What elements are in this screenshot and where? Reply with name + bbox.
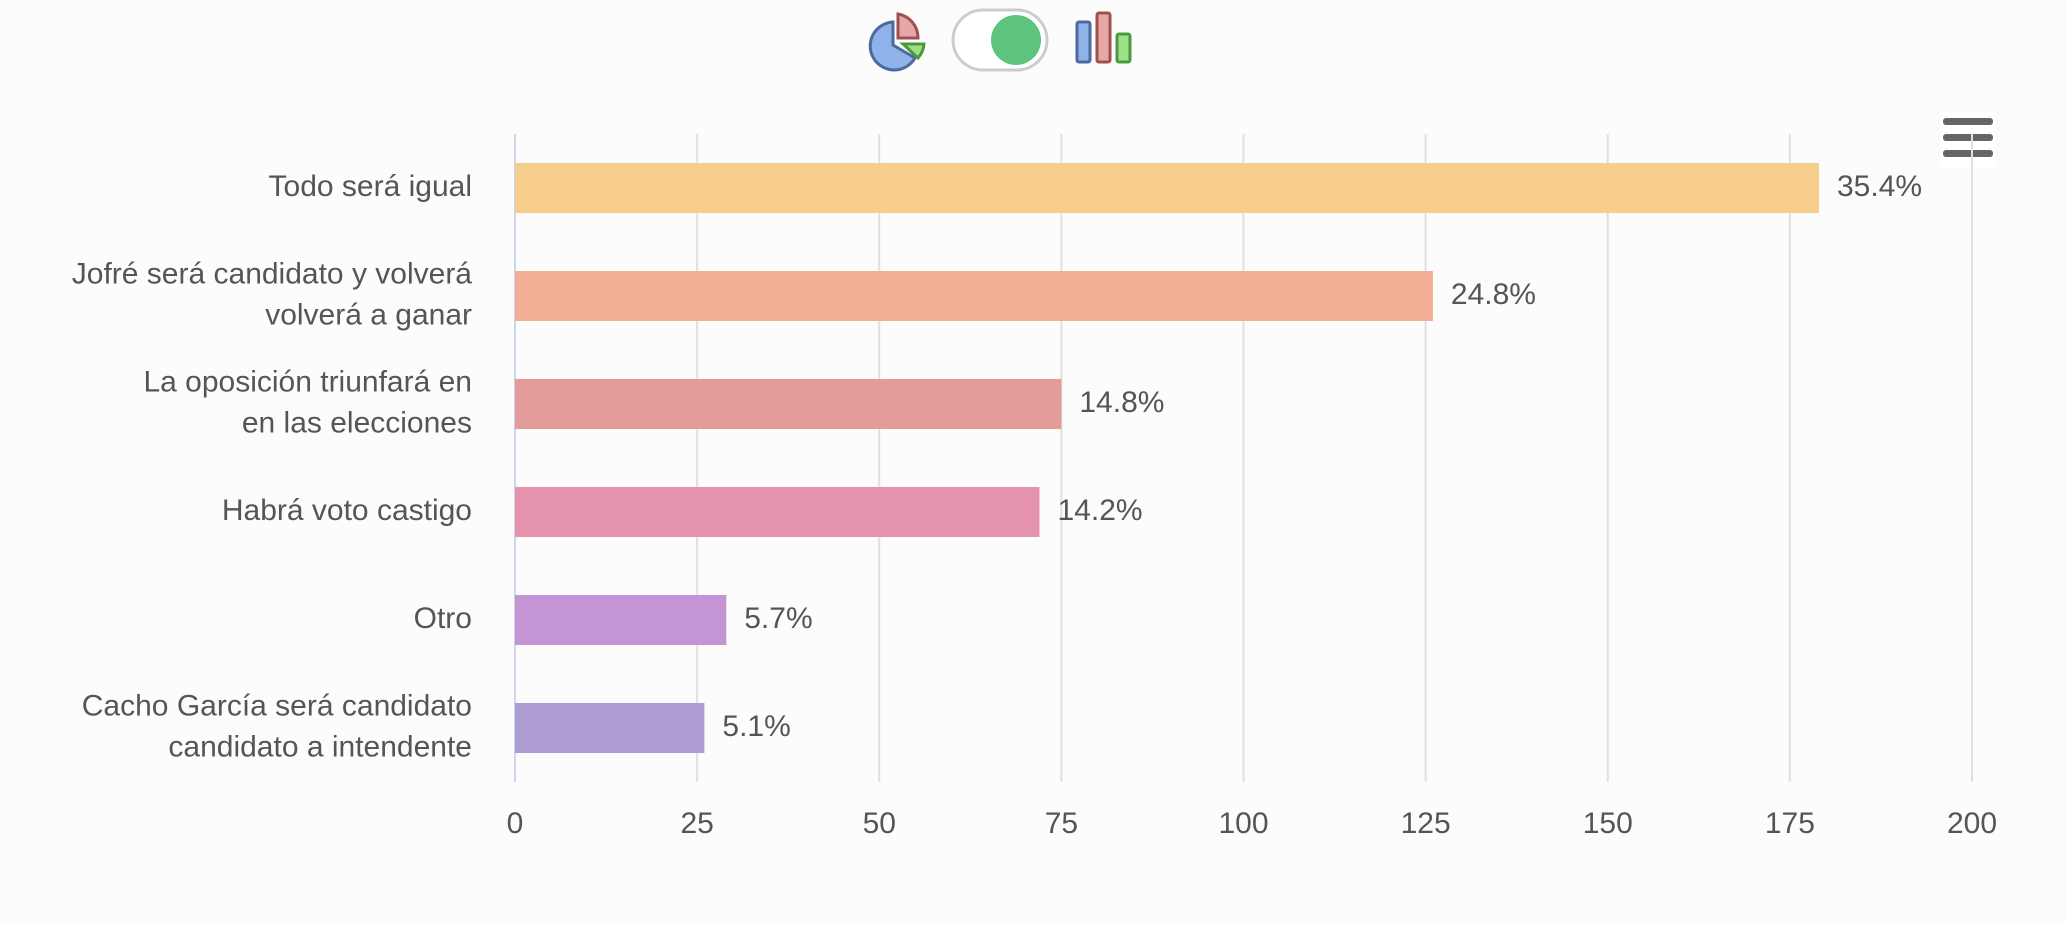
x-tick-label: 200 [1947,807,1997,840]
bar-icon[interactable] [1075,11,1132,64]
x-tick-label: 100 [1218,807,1268,840]
bar [515,595,727,645]
y-tick-label: Otro [414,602,472,635]
data-label: 14.2% [1058,494,1143,527]
x-tick-label: 175 [1765,807,1815,840]
data-label: 5.1% [722,710,790,743]
y-tick-label: La oposición triunfará en en las eleccion… [143,365,472,439]
data-label: 14.8% [1079,386,1164,419]
x-tick-label: 75 [1045,807,1078,840]
menu-button[interactable] [1940,112,1996,168]
x-tick-label: 0 [507,807,524,840]
data-label: 24.8% [1451,278,1536,311]
x-tick-label: 50 [863,807,896,840]
chart-type-toggle[interactable] [951,8,1049,72]
y-tick-label: Habrá voto castigo [222,494,472,527]
x-tick-label: 25 [680,807,713,840]
bar [515,487,1040,537]
pie-icon[interactable] [868,12,926,72]
bar [515,163,1820,213]
y-tick-label: Cacho García será candidato candidato a i… [82,689,472,763]
data-label: 35.4% [1837,170,1922,203]
y-tick-label: Jofré será candidato y volverá volverá a … [72,257,473,331]
y-tick-label: Todo será igual [269,170,472,203]
bar [515,379,1062,429]
bar [515,703,705,753]
bar [515,271,1433,321]
x-tick-label: 125 [1401,807,1451,840]
data-label: 5.7% [744,602,812,635]
x-tick-label: 150 [1583,807,1633,840]
